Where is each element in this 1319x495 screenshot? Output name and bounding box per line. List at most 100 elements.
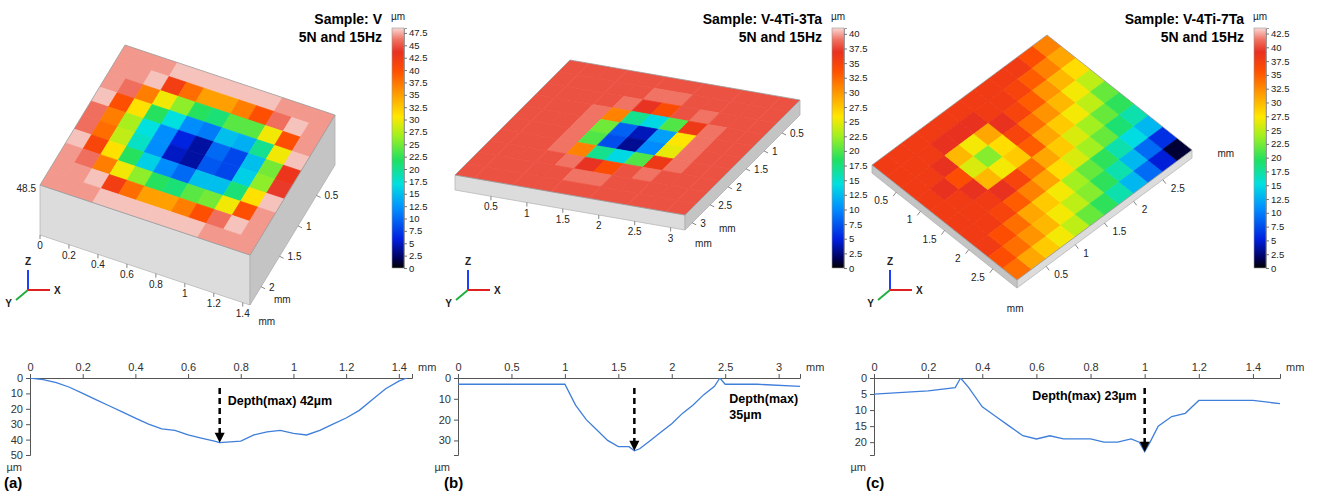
tick-label: 15: [849, 175, 860, 186]
tick: [966, 250, 969, 254]
colorbar-axis: 02.557.51012.51517.52022.52527.53032.535…: [1266, 28, 1290, 273]
tick: 1.2: [1192, 361, 1207, 378]
tick: [1075, 245, 1078, 249]
tick-mark: [1266, 171, 1269, 172]
tick-label: 7.5: [849, 219, 862, 230]
tick-label: 40: [409, 65, 420, 76]
y-axis: 0102030: [439, 372, 459, 455]
surface-panel: 00.20.40.60.811.21.4mm0.511.52mm48.5Samp…: [5, 11, 427, 327]
tick-label: 10: [1271, 207, 1282, 218]
tick-mark: [135, 374, 136, 378]
axes-icon-line: [16, 290, 28, 300]
tick-mark: [404, 82, 407, 83]
tick: 32.5: [1266, 83, 1290, 94]
annotation-text: Depth(max) 42µm: [228, 394, 332, 408]
axis-line: [31, 374, 413, 379]
tick: 30: [1266, 97, 1282, 108]
tick: [1046, 266, 1049, 270]
tick: 5: [861, 388, 874, 400]
axis-line: [845, 29, 848, 269]
tick-mark: [844, 78, 847, 79]
tick-label: 12.5: [1271, 194, 1290, 205]
tick-mark: [1266, 130, 1269, 131]
tick: 0: [17, 372, 30, 384]
tick-mark: [844, 34, 847, 35]
tick-mark: [1091, 374, 1092, 378]
tick-label: 20: [849, 145, 860, 156]
tick: 3: [776, 361, 782, 378]
tick-label: 0: [1271, 263, 1276, 274]
tick-mark: [874, 374, 875, 378]
tick: 40: [404, 65, 420, 76]
colorbar-axis: 02.557.51012.51517.52022.52527.53032.535…: [404, 27, 428, 273]
tick-mark: [844, 180, 847, 181]
tick: 32.5: [404, 102, 428, 113]
tick-mark: [404, 268, 407, 269]
tick-mark: [26, 440, 30, 441]
axis-title: mm: [806, 361, 824, 373]
axes-icon-line: [27, 270, 29, 290]
subtitle: 5N and 15Hz: [739, 29, 822, 45]
axes-icon-label: Y: [867, 298, 874, 309]
tick-label: 0.2: [76, 361, 91, 373]
tick-label: 0.6: [120, 269, 134, 280]
tick-mark: [870, 410, 874, 411]
tick: 0: [871, 361, 877, 378]
tick: 0: [445, 372, 458, 384]
tick: 0: [455, 361, 461, 378]
axis-title: mm: [418, 361, 436, 373]
axis-line: [1267, 29, 1270, 269]
tick-mark: [844, 209, 847, 210]
tick-label: 0.5: [1054, 269, 1068, 280]
tick: [317, 195, 321, 197]
surface-side: [872, 165, 1017, 288]
axes-icon-line: [467, 270, 469, 290]
axis-title: mm: [1218, 148, 1235, 159]
tick: 0.8: [1083, 361, 1098, 378]
tick-label: 20: [439, 414, 451, 426]
axis-line: [870, 379, 875, 456]
tick-label: 22.5: [1271, 138, 1290, 149]
tick: [68, 245, 69, 249]
tick-label: 10: [849, 204, 860, 215]
tick-mark: [241, 374, 242, 378]
tick-label: 12.5: [409, 201, 428, 212]
colorbar: [1254, 28, 1266, 268]
tick-mark: [1253, 374, 1254, 378]
tick-label: 3: [776, 361, 782, 373]
axis-title: mm: [695, 238, 712, 249]
tick-mark: [1266, 185, 1269, 186]
tick: [1163, 180, 1166, 184]
tick-label: 0.5: [504, 361, 519, 373]
tick-label: 1.2: [339, 361, 354, 373]
tick-mark: [1266, 61, 1269, 62]
tick: [598, 215, 599, 219]
tick-mark: [844, 151, 847, 152]
annotation-text: Depth(max): [729, 392, 798, 406]
tick-mark: [565, 374, 566, 378]
axes-icon-label: X: [54, 285, 61, 296]
tick: 37.5: [844, 43, 868, 54]
tick-mark: [1266, 89, 1269, 90]
colorbar-title: µm: [1253, 11, 1267, 22]
tick: [155, 274, 156, 278]
surface-side: [455, 175, 685, 230]
tick-label: 17.5: [1271, 166, 1290, 177]
tick-mark: [404, 33, 407, 34]
tick-label: 0.2: [62, 250, 76, 261]
tick: 37.5: [1266, 56, 1290, 67]
annotation-arrow: [633, 388, 636, 443]
tick: 0: [1266, 263, 1276, 274]
tick: [728, 187, 732, 189]
tick: 10: [439, 393, 458, 405]
tick-mark: [1266, 34, 1269, 35]
title: Sample: V: [314, 11, 382, 27]
tick: 17.5: [1266, 166, 1290, 177]
tick: 10: [404, 213, 420, 224]
axis-title: mm: [1007, 303, 1024, 314]
tick: 22.5: [1266, 138, 1290, 149]
tick-label: 35: [1271, 69, 1282, 80]
tick-label: 20: [409, 164, 420, 175]
axis-title: µm: [850, 461, 866, 473]
tick: 1.2: [339, 361, 354, 378]
